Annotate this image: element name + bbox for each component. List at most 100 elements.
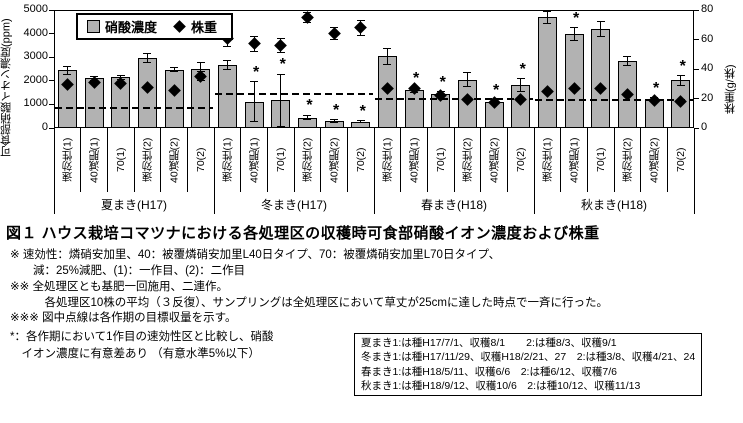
- nitrate-error-bar-cap: [143, 53, 152, 55]
- x-axis-treatment-label: 40減肥(1): [568, 137, 581, 183]
- nitrate-error-bar-cap: [303, 119, 312, 121]
- x-axis-group-label: 夏まき(H17): [100, 198, 167, 212]
- nitrate-error-bar: [386, 48, 388, 65]
- note-line: 各処理区10株の平均（３反復）、サンプリングは全処理区において草丈が25cmに達…: [10, 296, 608, 309]
- y-axis-tick-label-left: 1000: [23, 97, 48, 110]
- y-axis-tick-mark-left: [49, 103, 54, 105]
- y-axis-tick-label-left: 3000: [23, 50, 48, 63]
- nitrate-error-bar-cap: [170, 71, 178, 73]
- schedule-line: 夏まき1:は種H17/7/1、収穫8/1 2:は種8/3、収穫9/1: [361, 337, 617, 350]
- x-axis-group-separator: [373, 128, 375, 214]
- nitrate-bar: [591, 29, 611, 128]
- significance-asterisk: *: [333, 101, 340, 119]
- x-axis-group-separator: [213, 128, 215, 214]
- nitrate-error-bar: [520, 78, 522, 92]
- nitrate-error-bar-cap: [63, 65, 72, 67]
- y-axis-tick-mark-right: [694, 98, 699, 99]
- y-axis-tick-mark-right: [694, 127, 699, 129]
- nitrate-error-bar-cap: [516, 91, 525, 93]
- x-axis-slot-separator: [613, 128, 615, 192]
- schedule-line: 秋まき1:は種H18/9/12、収穫10/6 2:は種10/12、収穫11/13: [361, 379, 641, 392]
- x-axis-slot-separator: [426, 128, 428, 192]
- x-axis-group-label: 冬まき(H17): [260, 198, 327, 212]
- x-axis-slot-separator: [240, 128, 242, 192]
- nitrate-bar: [537, 17, 557, 128]
- target-yield-dashed-line: [55, 106, 213, 109]
- significance-asterisk: *: [493, 81, 500, 99]
- nitrate-error-bar: [146, 53, 148, 63]
- nitrate-error-bar-cap: [303, 114, 312, 116]
- significance-asterisk: *: [253, 63, 260, 81]
- x-axis-group-label: 春まき(H18): [420, 198, 487, 212]
- nitrate-error-bar: [466, 72, 468, 87]
- x-axis-slot-separator: [293, 128, 295, 192]
- note-line: ※※※ 図中点線は各作期の目標収量を示す。: [10, 312, 237, 325]
- nitrate-error-bar: [253, 81, 255, 122]
- y-axis-tick-mark-left: [49, 9, 54, 11]
- nitrate-error-bar-cap: [223, 60, 232, 62]
- significance-asterisk: *: [519, 60, 526, 78]
- nitrate-error-bar-cap: [383, 64, 392, 66]
- target-yield-dashed-line: [215, 93, 373, 96]
- x-axis-slot-separator: [586, 128, 588, 192]
- nitrate-bar: [404, 90, 424, 128]
- nitrate-error-bar-cap: [383, 47, 392, 49]
- nitrate-error-bar: [600, 21, 602, 37]
- weight-error-bar-cap: [356, 19, 365, 21]
- nitrate-error-bar: [626, 56, 628, 66]
- x-axis-treatment-label: 速効性(2): [301, 137, 314, 183]
- nitrate-error-bar: [546, 11, 548, 24]
- x-axis-treatment-label: 40減肥(1): [88, 137, 101, 183]
- significance-asterisk: *: [306, 97, 313, 115]
- nitrate-error-bar-cap: [623, 55, 632, 57]
- nitrate-error-bar-cap: [623, 65, 632, 67]
- nitrate-error-bar-cap: [356, 122, 365, 124]
- nitrate-error-bar-cap: [250, 81, 258, 83]
- nitrate-error-bar: [173, 67, 175, 72]
- nitrate-bar: [217, 65, 237, 128]
- x-axis-slot-separator: [266, 128, 268, 192]
- significance-asterisk: *: [359, 102, 366, 120]
- nitrate-bar: [164, 69, 184, 128]
- x-axis-treatment-label: 速効性(1): [541, 137, 554, 183]
- significance-asterisk: *: [413, 70, 420, 88]
- nitrate-error-bar-cap: [596, 36, 605, 38]
- nitrate-error-bar-cap: [356, 120, 365, 122]
- weight-error-bar-cap: [276, 37, 285, 39]
- x-axis-treatment-label: 40減肥(2): [648, 137, 661, 183]
- x-axis-treatment-label: 速効性(2): [461, 137, 474, 183]
- y-axis-tick-mark-right: [694, 9, 699, 11]
- x-axis-treatment-label: 70(1): [274, 147, 287, 173]
- y-axis-tick-label-left: 2000: [23, 73, 48, 86]
- legend-item-nitrate: 硝酸濃度: [87, 17, 157, 36]
- note-line: ※ 速効性：燐硝安加里、40：被覆燐硝安加里L40日タイプ、70：被覆燐硝安加里…: [10, 249, 501, 261]
- significance-asterisk: *: [679, 57, 686, 75]
- y-axis-tick-mark-left: [49, 127, 54, 129]
- x-axis-treatment-label: 70(1): [594, 147, 607, 173]
- nitrate-error-bar-cap: [596, 21, 605, 23]
- figure-caption: 図１ ハウス栽培コマツナにおける各処理区の収穫時可食部硝酸イオン濃度および株重: [6, 225, 600, 242]
- nitrate-error-bar-cap: [276, 125, 285, 127]
- y-axis-title-left: 可食部硝酸イオン濃度(ppm): [0, 18, 13, 158]
- significance-note: *：各作期において1作目の速効性区と比較し、硝酸 イオン濃度に有意差あり （有意…: [10, 329, 350, 362]
- significance-asterisk: *: [439, 73, 446, 91]
- x-axis-slot-separator: [560, 128, 562, 192]
- x-axis-treatment-label: 速効性(1): [221, 137, 234, 183]
- sowing-harvest-schedule-box: 夏まき1:は種H17/7/1、収穫8/1 2:は種8/3、収穫9/1 冬まき1:…: [354, 333, 703, 396]
- schedule-line: 冬まき1:は種H17/11/29、収穫H18/2/21、27 2:は種3/8、収…: [361, 351, 696, 364]
- figure-notes: ※ 速効性：燐硝安加里、40：被覆燐硝安加里L40日タイプ、70：被覆燐硝安加里…: [10, 248, 737, 327]
- nitrate-error-bar: [680, 75, 682, 86]
- x-axis-slot-separator: [640, 128, 642, 192]
- x-axis-slot-separator: [666, 128, 668, 192]
- weight-error-bar-cap: [223, 46, 232, 48]
- nitrate-error-bar: [360, 120, 362, 123]
- significance-asterisk: *: [279, 56, 286, 74]
- y-axis-tick-mark-left: [49, 56, 54, 58]
- x-axis-slot-separator: [346, 128, 348, 192]
- x-axis-treatment-label: 70(2): [354, 147, 367, 173]
- nitrate-error-bar: [280, 74, 282, 127]
- bottom-row: *：各作期において1作目の速効性区と比較し、硝酸 イオン濃度に有意差あり （有意…: [10, 329, 737, 396]
- weight-error-bar-cap: [276, 52, 285, 54]
- nitrate-error-bar: [226, 60, 228, 70]
